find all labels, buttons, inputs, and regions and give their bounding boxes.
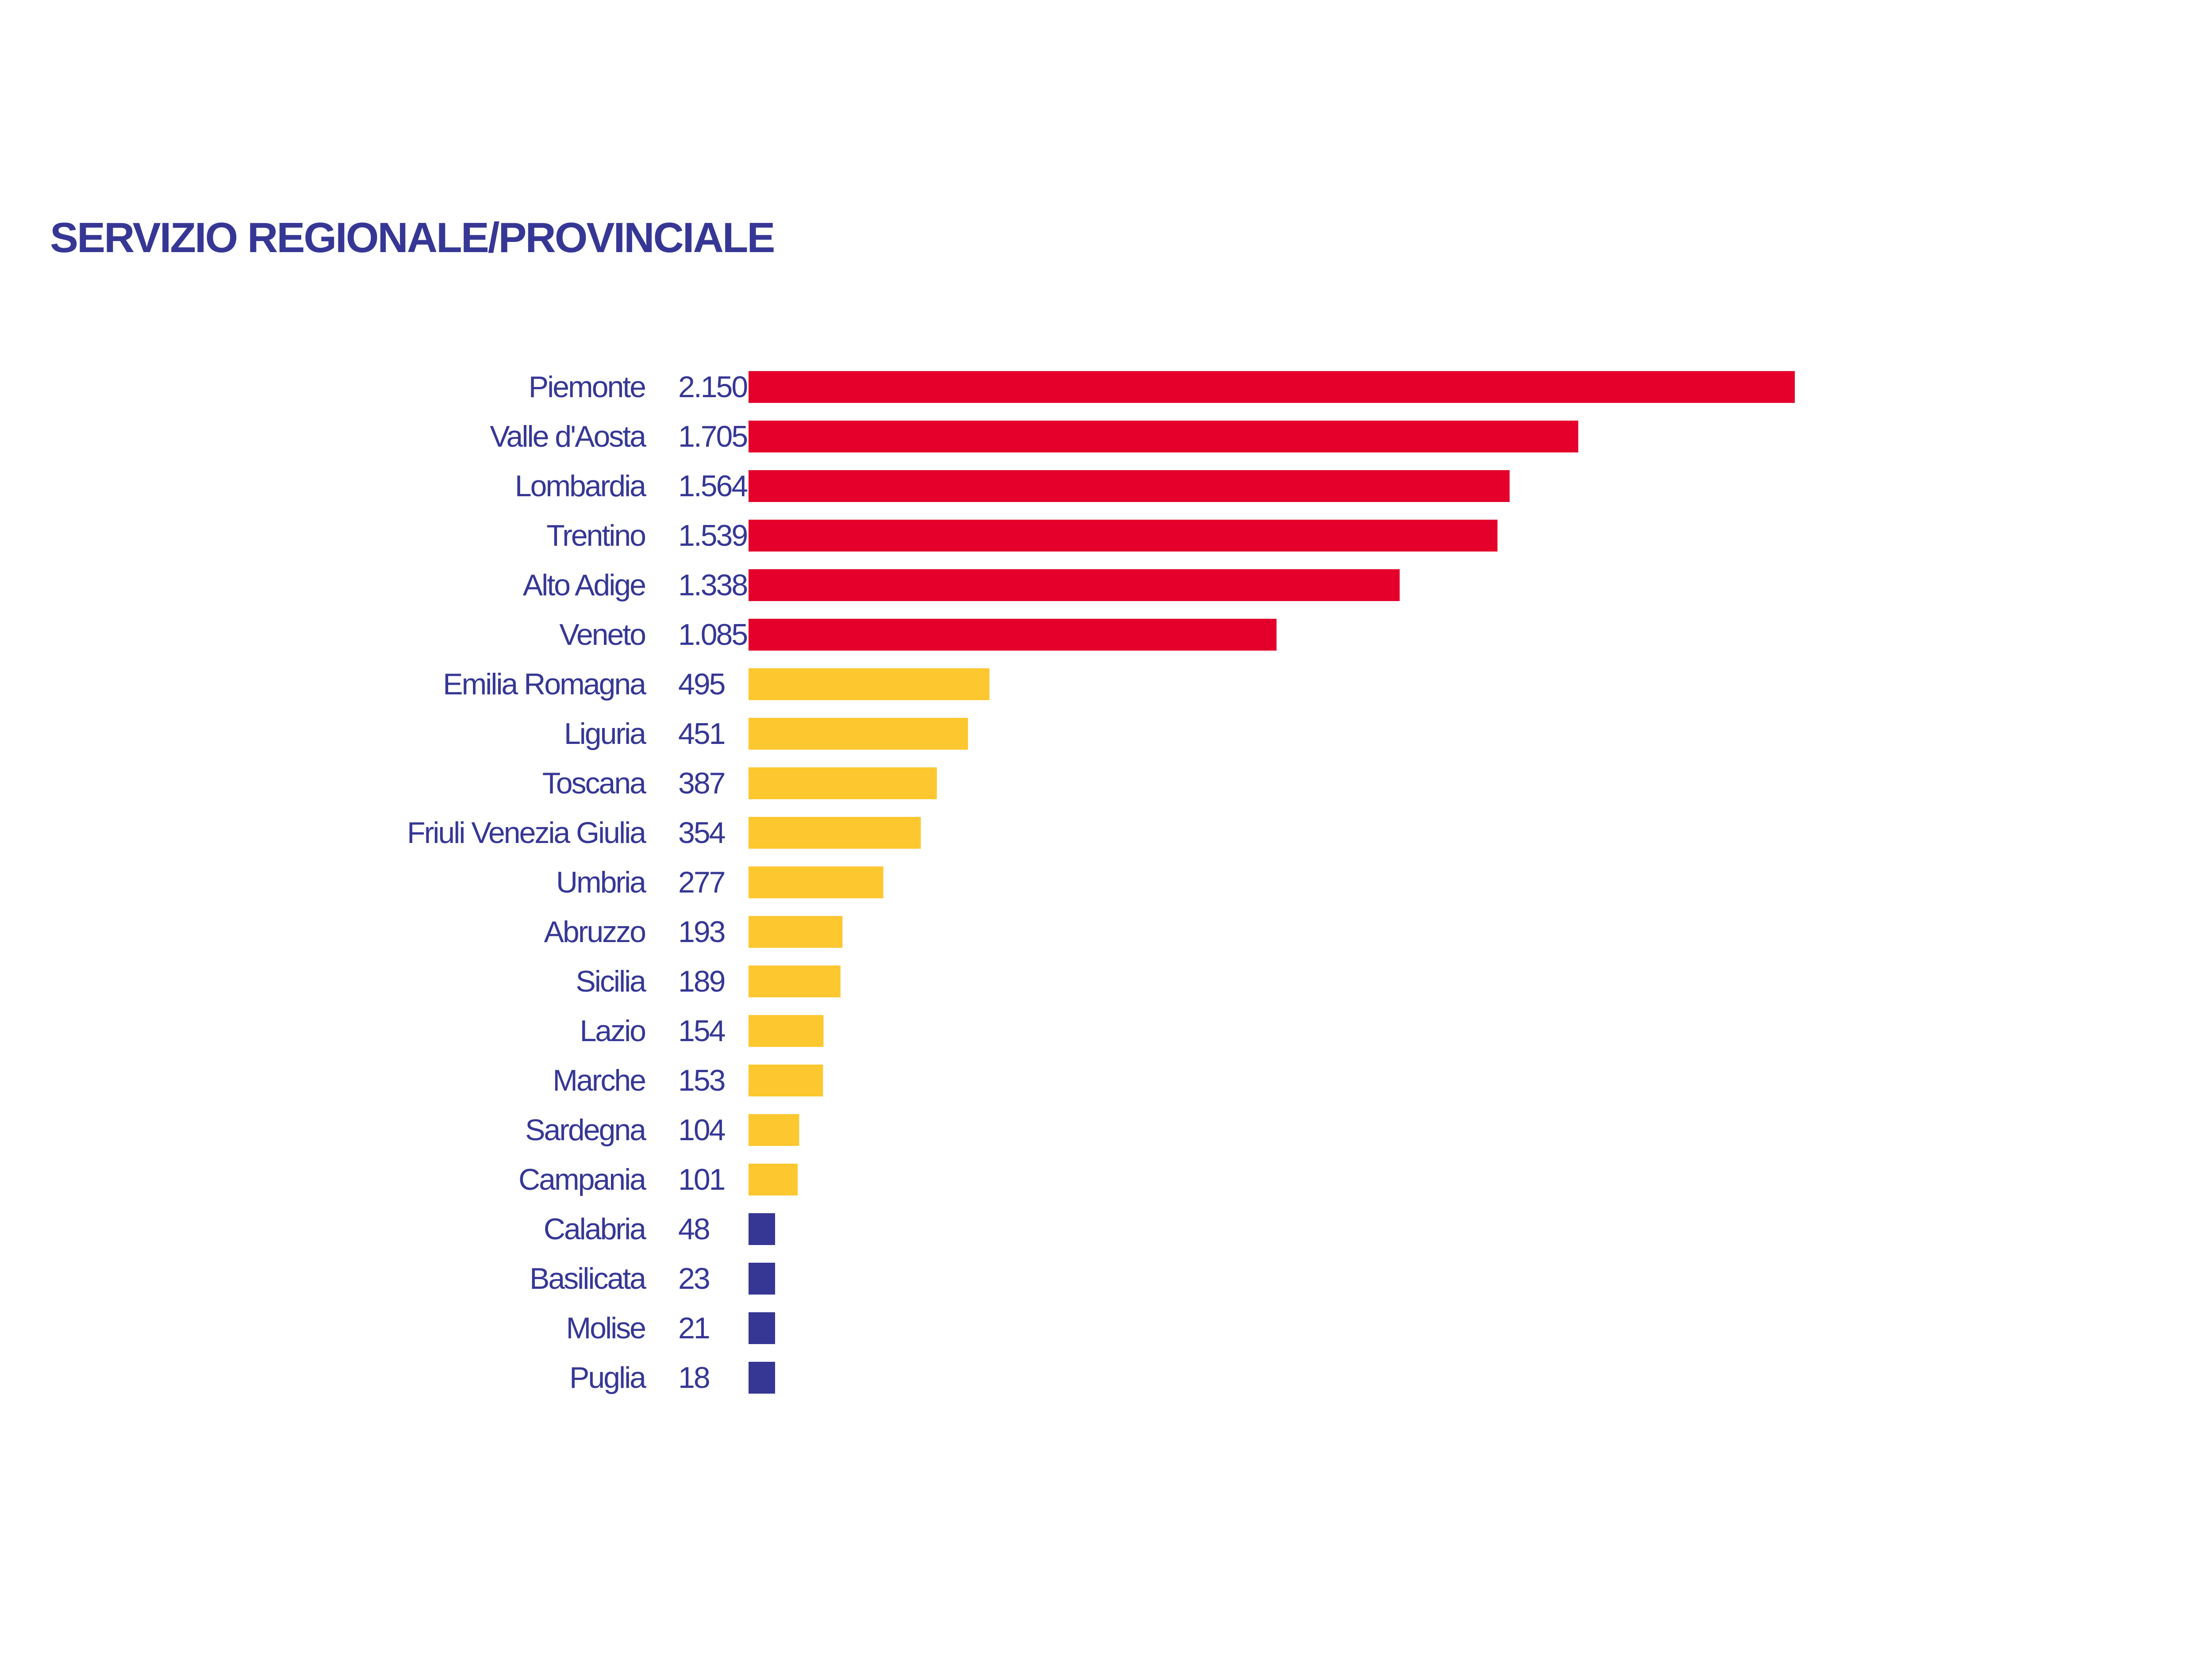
bar (749, 520, 1498, 552)
value-label: 153 (678, 1064, 725, 1097)
value-label: 18 (678, 1361, 709, 1395)
bars (749, 371, 1795, 1394)
region-label: Piemonte (529, 370, 645, 404)
bar (749, 1164, 798, 1195)
bar (749, 421, 1578, 452)
value-label: 277 (678, 866, 725, 899)
value-labels: 2.150 1.705 1.564 1.539 1.338 1.085 495 451 387 3… (678, 370, 749, 1395)
region-label: Valle d'Aosta (490, 420, 646, 453)
bar (749, 470, 1510, 502)
value-label: 23 (678, 1262, 709, 1295)
bar (749, 1015, 824, 1047)
value-label: 387 (678, 766, 725, 800)
value-label: 495 (678, 667, 725, 701)
region-label: Trentino (546, 519, 645, 552)
bar (749, 1065, 823, 1096)
bar (749, 916, 843, 948)
region-label: Campania (518, 1163, 646, 1196)
value-label: 451 (678, 717, 725, 751)
value-label: 101 (678, 1163, 725, 1196)
region-label: Veneto (559, 618, 645, 651)
bar (749, 668, 990, 700)
bar (749, 817, 921, 849)
bar (749, 371, 1795, 403)
bar (749, 718, 968, 750)
region-label: Friuli Venezia Giulia (407, 816, 646, 850)
value-label: 189 (678, 965, 725, 998)
region-label: Marche (553, 1064, 645, 1097)
region-label: Molise (566, 1311, 645, 1345)
region-label: Toscana (542, 766, 646, 800)
value-label: 104 (678, 1113, 725, 1147)
region-label: Emilia Romagna (443, 667, 646, 701)
region-label: Sardegna (525, 1113, 646, 1147)
value-label: 48 (678, 1212, 709, 1246)
value-label: 1.338 (678, 568, 747, 602)
value-label: 1.564 (678, 469, 747, 503)
value-label: 354 (678, 816, 725, 850)
region-label: Umbria (556, 866, 646, 899)
region-label: Puglia (569, 1361, 646, 1395)
value-label: 1.085 (678, 618, 747, 651)
region-label: Alto Adige (523, 568, 645, 602)
bar (749, 569, 1400, 601)
bar (749, 866, 883, 898)
bar (749, 767, 937, 799)
value-label: 2.150 (678, 370, 747, 404)
bar (749, 1263, 775, 1295)
bar (749, 1362, 775, 1394)
value-label: 1.539 (678, 519, 747, 552)
region-labels: Piemonte Valle d'Aosta Lombardia Trentino Al… (407, 370, 648, 1395)
bar (749, 1213, 775, 1245)
value-label: 21 (678, 1311, 709, 1345)
value-label: 193 (678, 915, 725, 949)
chart-title: SERVIZIO REGIONALE/PROVINCIALE (50, 214, 775, 261)
bar (749, 1312, 775, 1344)
value-label: 1.705 (678, 420, 747, 453)
region-label: Basilicata (530, 1262, 646, 1295)
region-label: Liguria (564, 717, 646, 751)
bar (749, 966, 841, 997)
region-label: Lombardia (515, 469, 646, 503)
region-label: Abruzzo (544, 915, 645, 949)
region-label: Sicilia (576, 965, 646, 998)
bar (749, 1114, 799, 1146)
bar (749, 619, 1277, 651)
region-label: Lazio (580, 1014, 645, 1048)
region-label: Calabria (544, 1212, 646, 1246)
value-label: 154 (678, 1014, 725, 1048)
